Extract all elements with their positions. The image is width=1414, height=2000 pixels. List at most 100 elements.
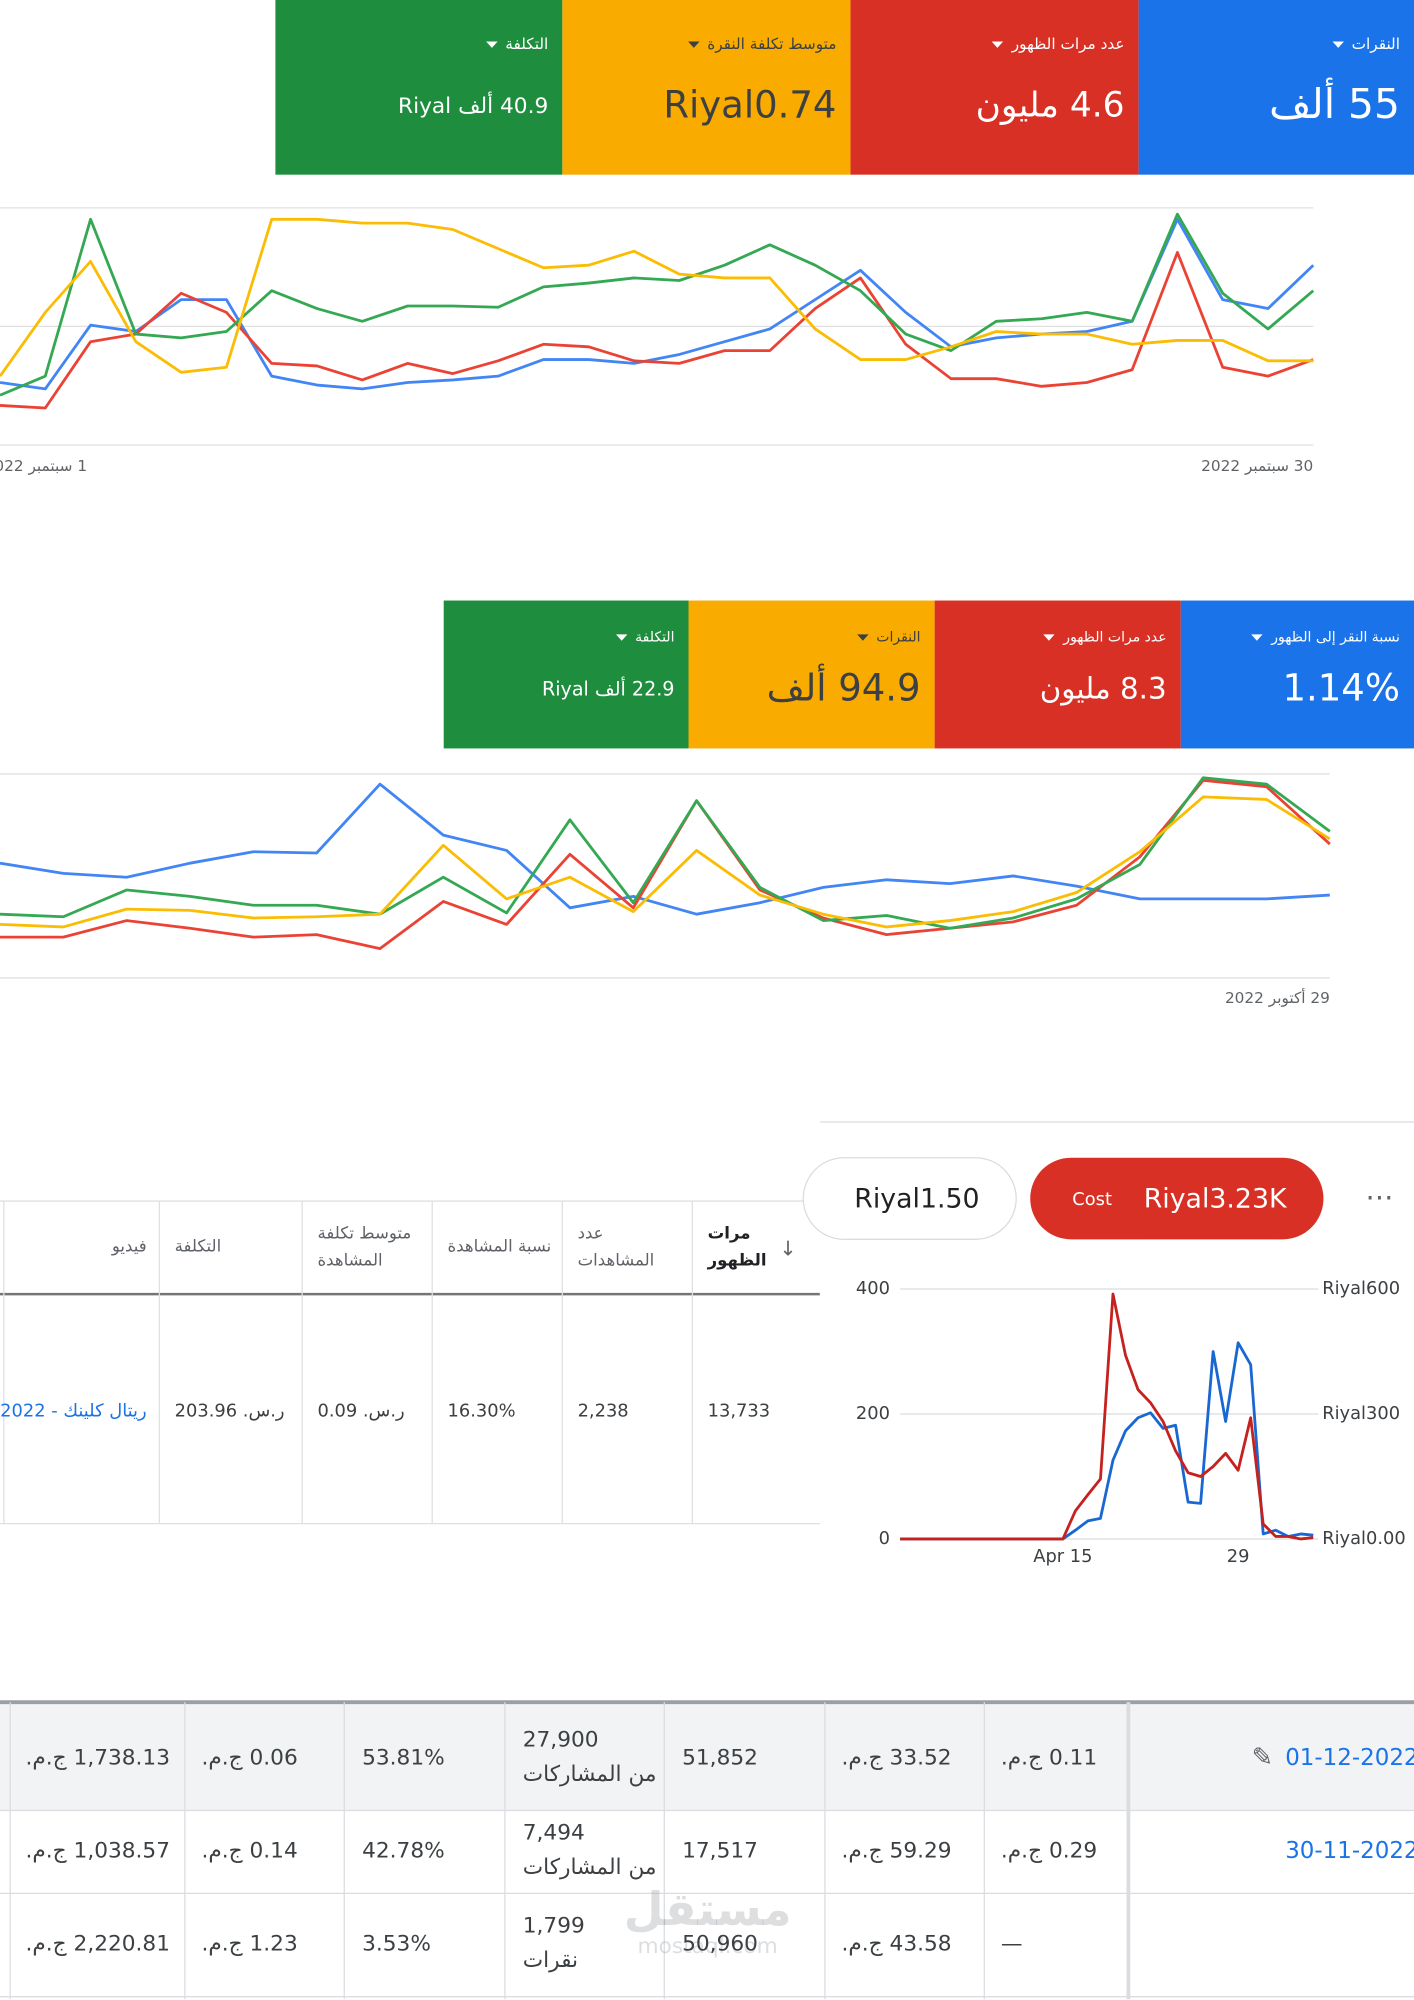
metric-card[interactable] bbox=[850, 0, 1139, 175]
metric-label: عدد مرات الظهور bbox=[1011, 35, 1125, 54]
metric-value: 4.6 مليون bbox=[976, 86, 1125, 126]
watermark-site: mostaql.com bbox=[637, 1934, 777, 1959]
sort-arrow[interactable]: ↓ bbox=[779, 1237, 796, 1261]
table-cell: — bbox=[1001, 1931, 1023, 1956]
column-header: فيديو bbox=[111, 1236, 147, 1256]
series-line bbox=[0, 212, 1315, 397]
metric-value: 55 ألف bbox=[1269, 77, 1400, 128]
series-line bbox=[900, 1292, 1314, 1541]
metric-label: متوسط تكلفة النقرة bbox=[707, 35, 836, 53]
chip-value: Riyal1.50 bbox=[854, 1183, 979, 1214]
column-header: عدد bbox=[578, 1224, 604, 1243]
dropdown-icon bbox=[991, 41, 1004, 48]
table-cell: 2,238 bbox=[578, 1400, 629, 1421]
dropdown-icon bbox=[688, 41, 700, 48]
metric-card[interactable] bbox=[1180, 600, 1414, 749]
table-cell: 0.29 ج.م. bbox=[1001, 1838, 1097, 1863]
table-cell: 7,494 bbox=[523, 1820, 585, 1845]
table-cell: 17,517 bbox=[682, 1838, 758, 1863]
table-cell[interactable]: ريتال كلينك - 2022 bbox=[0, 1400, 146, 1421]
report-table-frame: ✎ bbox=[0, 1700, 1414, 2000]
table-cell: 1,038.57 ج.م. bbox=[26, 1838, 171, 1863]
column-header: مرات bbox=[708, 1224, 751, 1244]
table-cell: من المشاركات bbox=[523, 1762, 657, 1787]
metric-label: عدد مرات الظهور bbox=[1062, 630, 1166, 646]
table-cell: 43.58 ج.م. bbox=[842, 1931, 952, 1956]
y-tick-label: 0 bbox=[879, 1528, 890, 1549]
table-cell: 13,733 bbox=[708, 1400, 770, 1421]
series-line bbox=[0, 217, 1314, 377]
metric-value: 94.9 ألف bbox=[767, 663, 921, 709]
dropdown-icon bbox=[1251, 634, 1263, 641]
date-link[interactable]: 01-12-2022 bbox=[1285, 1745, 1414, 1771]
metric-value: 8.3 مليون bbox=[1040, 671, 1167, 705]
watermark-logo: مستقل bbox=[624, 1882, 792, 1936]
metric-label: النقرات bbox=[1352, 35, 1400, 53]
metric-chip[interactable] bbox=[1030, 1157, 1324, 1240]
more-menu[interactable]: ⋯ bbox=[1366, 1181, 1394, 1214]
series-line bbox=[0, 782, 1330, 916]
metric-chip[interactable] bbox=[802, 1157, 1017, 1240]
edit-icon[interactable]: ✎ bbox=[1252, 1742, 1273, 1772]
table-cell: 0.11 ج.م. bbox=[1001, 1745, 1097, 1770]
metric-label: التكلفة bbox=[635, 630, 674, 646]
column-header: التكلفة bbox=[175, 1236, 222, 1255]
dropdown-icon bbox=[615, 634, 628, 641]
table-cell: 33.52 ج.م. bbox=[842, 1745, 952, 1770]
table-cell: 1,799 bbox=[523, 1914, 585, 1939]
table-cell: 1,738.13 ج.م. bbox=[26, 1745, 171, 1770]
metric-card[interactable] bbox=[443, 600, 689, 749]
metric-card[interactable] bbox=[275, 0, 563, 175]
table-cell: 1.23 ج.م. bbox=[201, 1931, 297, 1956]
metric-card[interactable] bbox=[688, 600, 935, 749]
x-tick-label: 29 أكتوبر 2022 bbox=[1225, 988, 1330, 1007]
table-cell: 59.29 ج.م. bbox=[842, 1838, 952, 1863]
chip-label: Cost bbox=[1072, 1189, 1112, 1210]
column-header: المشاهدة bbox=[317, 1250, 382, 1269]
table-cell: ر.س. 0.09 bbox=[317, 1400, 404, 1421]
x-tick-label: 30 سبتمبر 2022 bbox=[1201, 457, 1313, 475]
metric-card[interactable] bbox=[1138, 0, 1414, 175]
dropdown-icon bbox=[857, 634, 869, 641]
metric-card[interactable] bbox=[934, 600, 1181, 749]
table-cell: 27,900 bbox=[523, 1727, 599, 1752]
metric-label: التكلفة bbox=[505, 35, 548, 53]
column-header: المشاهدات bbox=[578, 1250, 655, 1269]
table-cell: 53.81% bbox=[362, 1745, 445, 1770]
table-cell: 16.30% bbox=[448, 1400, 516, 1421]
series-line bbox=[0, 778, 1331, 951]
chip-value: Riyal3.23K bbox=[1144, 1183, 1288, 1214]
row-highlight bbox=[0, 1702, 1414, 1811]
y-tick-label: 200 bbox=[856, 1403, 890, 1424]
metric-value: 1.14% bbox=[1283, 666, 1400, 709]
series-line bbox=[0, 251, 1314, 410]
table-cell: من المشاركات bbox=[523, 1855, 657, 1880]
y2-tick-label: Riyal0.00 bbox=[1322, 1528, 1406, 1549]
metric-value: Riyal0.74 bbox=[663, 84, 836, 127]
y2-tick-label: Riyal300 bbox=[1322, 1403, 1400, 1424]
column-header: متوسط تكلفة bbox=[317, 1224, 411, 1244]
series-line bbox=[0, 776, 1331, 930]
metric-value: 22.9 ألف Riyal bbox=[542, 676, 675, 700]
column-header: نسبة المشاهدة bbox=[448, 1236, 552, 1255]
x-tick-label: 29 bbox=[1227, 1546, 1250, 1567]
table-cell: 51,852 bbox=[682, 1745, 758, 1770]
series-line bbox=[0, 795, 1331, 929]
x-tick-label: 1 سبتمبر 2022 bbox=[0, 457, 87, 475]
metric-label: نسبة النقر إلى الظهور bbox=[1270, 630, 1400, 646]
y-tick-label: 400 bbox=[856, 1278, 890, 1299]
series-line bbox=[0, 217, 1315, 391]
table-cell: 2,220.81 ج.م. bbox=[26, 1931, 171, 1956]
table-cell: 3.53% bbox=[362, 1931, 431, 1956]
y2-tick-label: Riyal600 bbox=[1322, 1278, 1400, 1299]
metric-value: 40.9 ألف Riyal bbox=[398, 91, 548, 119]
table-cell: 0.06 ج.م. bbox=[201, 1745, 297, 1770]
chart-1-frame bbox=[0, 207, 1330, 979]
metric-card[interactable] bbox=[562, 0, 851, 175]
table-cell: 50,960 bbox=[682, 1931, 758, 1956]
date-link[interactable]: 30-11-2022 - bbox=[1285, 1838, 1414, 1864]
column-header: الظهور bbox=[707, 1250, 767, 1270]
video-table-frame bbox=[0, 1200, 820, 1525]
